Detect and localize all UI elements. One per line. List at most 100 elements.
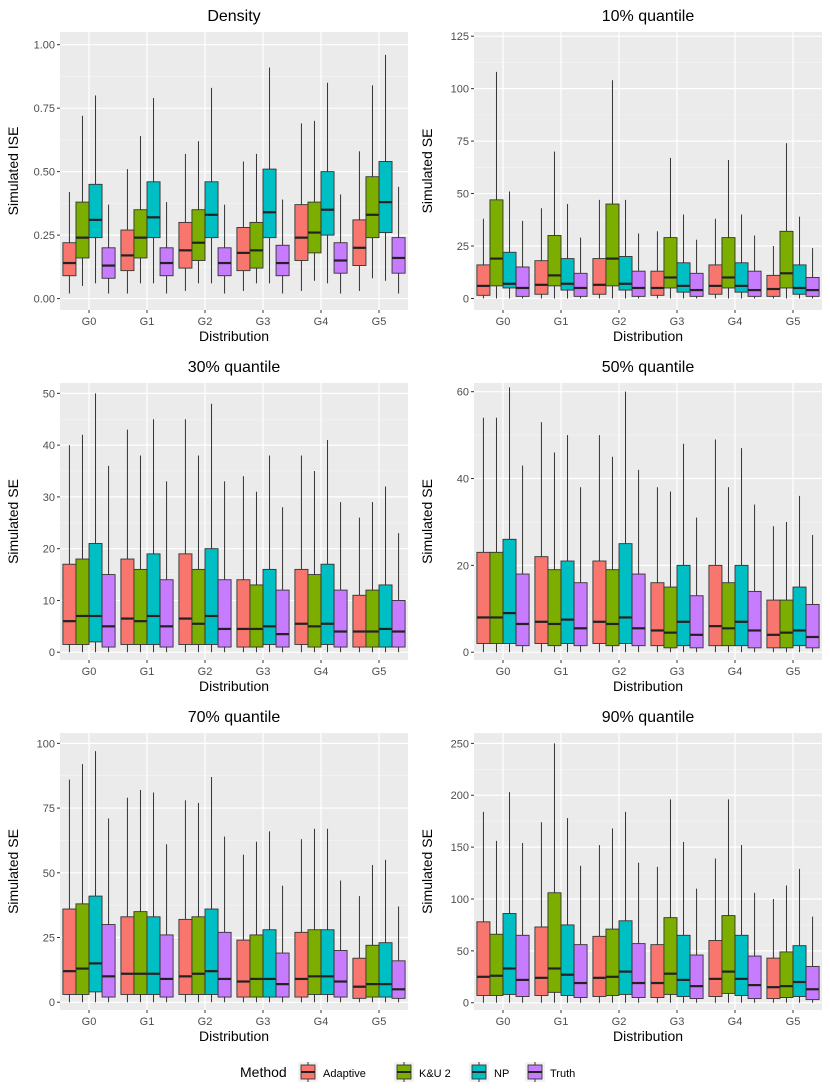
box-G0-np (88, 393, 103, 653)
box-G2-np (618, 391, 633, 653)
box-body (133, 568, 148, 645)
x-tick-label: G2 (612, 316, 627, 328)
box-body (204, 548, 219, 645)
box-body (320, 563, 335, 645)
box-G4-np (734, 448, 749, 653)
box-G5-adaptive (352, 517, 367, 653)
box-body (217, 931, 232, 998)
box-G1-adaptive (120, 169, 135, 294)
box-G4-truth (747, 235, 762, 299)
box-G1-truth (159, 481, 174, 653)
box-body (650, 270, 665, 296)
box-G4-truth (747, 504, 762, 653)
box-body (805, 277, 820, 297)
box-body (365, 589, 380, 648)
box-G0-adaptive (62, 191, 77, 294)
x-tick-label: G4 (728, 666, 743, 678)
box-G3-k-u-2 (663, 799, 678, 1003)
legend: Method Adaptive K&U 2 NP Truth (240, 1062, 575, 1082)
x-tick-label: G1 (554, 316, 569, 328)
box-G0-np (88, 95, 103, 284)
box-body (159, 934, 174, 998)
box-G0-truth (515, 465, 530, 653)
x-tick-label: G1 (140, 666, 155, 678)
panel-4: 0 25 50 75 100 G0 G1 G2 G3 G4 G5 70% quantile Distri… (5, 709, 408, 1044)
box-body (120, 916, 135, 995)
box-body (476, 264, 491, 296)
box-G5-np (792, 495, 807, 653)
box-body (178, 221, 193, 269)
x-tick-label: G2 (198, 316, 213, 328)
box-body (502, 251, 517, 289)
x-tick-label: G5 (372, 666, 387, 678)
x-tick-label: G4 (728, 1016, 743, 1028)
box-body (365, 176, 380, 239)
box-G1-k-u-2 (133, 455, 148, 653)
y-tick-label: 50 (43, 388, 55, 400)
box-body (618, 543, 633, 644)
x-axis-label: Distribution (199, 678, 269, 694)
box-body (489, 933, 504, 996)
box-body (779, 599, 794, 649)
panel-0: 0.00 0.25 0.50 0.75 1.00 G0 G1 G2 G3 G4 G5 Density D… (5, 8, 408, 344)
y-axis-label: Simulated ISE (5, 127, 21, 216)
box-body (133, 209, 148, 259)
x-tick-label: G2 (612, 666, 627, 678)
x-axis-label: Distribution (199, 328, 269, 344)
y-axis-label: Simulated SE (419, 129, 435, 214)
box-G2-adaptive (178, 800, 193, 1003)
box-body (747, 270, 762, 297)
box-body (766, 599, 781, 649)
y-tick-label: 30 (43, 492, 55, 504)
box-G2-k-u-2 (605, 828, 620, 1003)
box-body (605, 928, 620, 996)
box-G2-np (618, 811, 633, 1003)
box-body (191, 209, 206, 261)
box-G0-np (502, 792, 517, 1003)
box-body (307, 201, 322, 254)
y-tick-label: 100 (451, 894, 469, 906)
box-body (502, 538, 517, 644)
panel-title: 90% quantile (602, 709, 695, 726)
box-body (262, 168, 277, 239)
box-body (734, 262, 749, 293)
box-body (734, 934, 749, 996)
box-G5-np (792, 868, 807, 1003)
x-tick-label: G1 (140, 316, 155, 328)
box-body (307, 929, 322, 995)
box-G0-truth (101, 818, 116, 1003)
panel-5: 0 50 100 150 200 250 G0 G1 G2 G3 G4 G5 90% quantile D… (419, 709, 822, 1044)
y-tick-label: 60 (457, 387, 469, 399)
box-body (605, 569, 620, 647)
y-tick-label: 20 (43, 544, 55, 556)
box-G5-truth (805, 916, 820, 1003)
y-tick-label: 1.00 (34, 40, 55, 52)
box-body (275, 952, 290, 998)
box-body (721, 582, 736, 647)
box-G3-np (262, 831, 277, 1003)
box-G1-adaptive (534, 822, 549, 1003)
y-tick-label: 0 (49, 647, 55, 659)
x-tick-label: G2 (198, 666, 213, 678)
box-G0-truth (515, 842, 530, 1003)
box-G1-truth (159, 202, 174, 294)
box-body (120, 229, 135, 272)
box-G1-truth (573, 237, 588, 299)
box-G2-truth (217, 836, 232, 1003)
box-body (805, 965, 820, 1001)
box-body (708, 940, 723, 997)
box-G1-truth (159, 844, 174, 1003)
box-body (75, 903, 90, 995)
x-tick-label: G1 (140, 1016, 155, 1028)
legend-label: Adaptive (323, 1068, 366, 1080)
box-body (101, 574, 116, 648)
x-tick-label: G5 (372, 1016, 387, 1028)
x-tick-label: G4 (728, 316, 743, 328)
box-G5-truth (391, 186, 406, 294)
x-tick-label: G1 (554, 666, 569, 678)
box-body (294, 568, 309, 645)
box-body (159, 579, 174, 648)
box-G0-adaptive (476, 218, 491, 299)
box-G1-np (146, 98, 161, 284)
panel-1: 0 25 50 75 100 125 G0 G1 G2 G3 G4 G5 10% quantile Dis… (419, 8, 822, 344)
